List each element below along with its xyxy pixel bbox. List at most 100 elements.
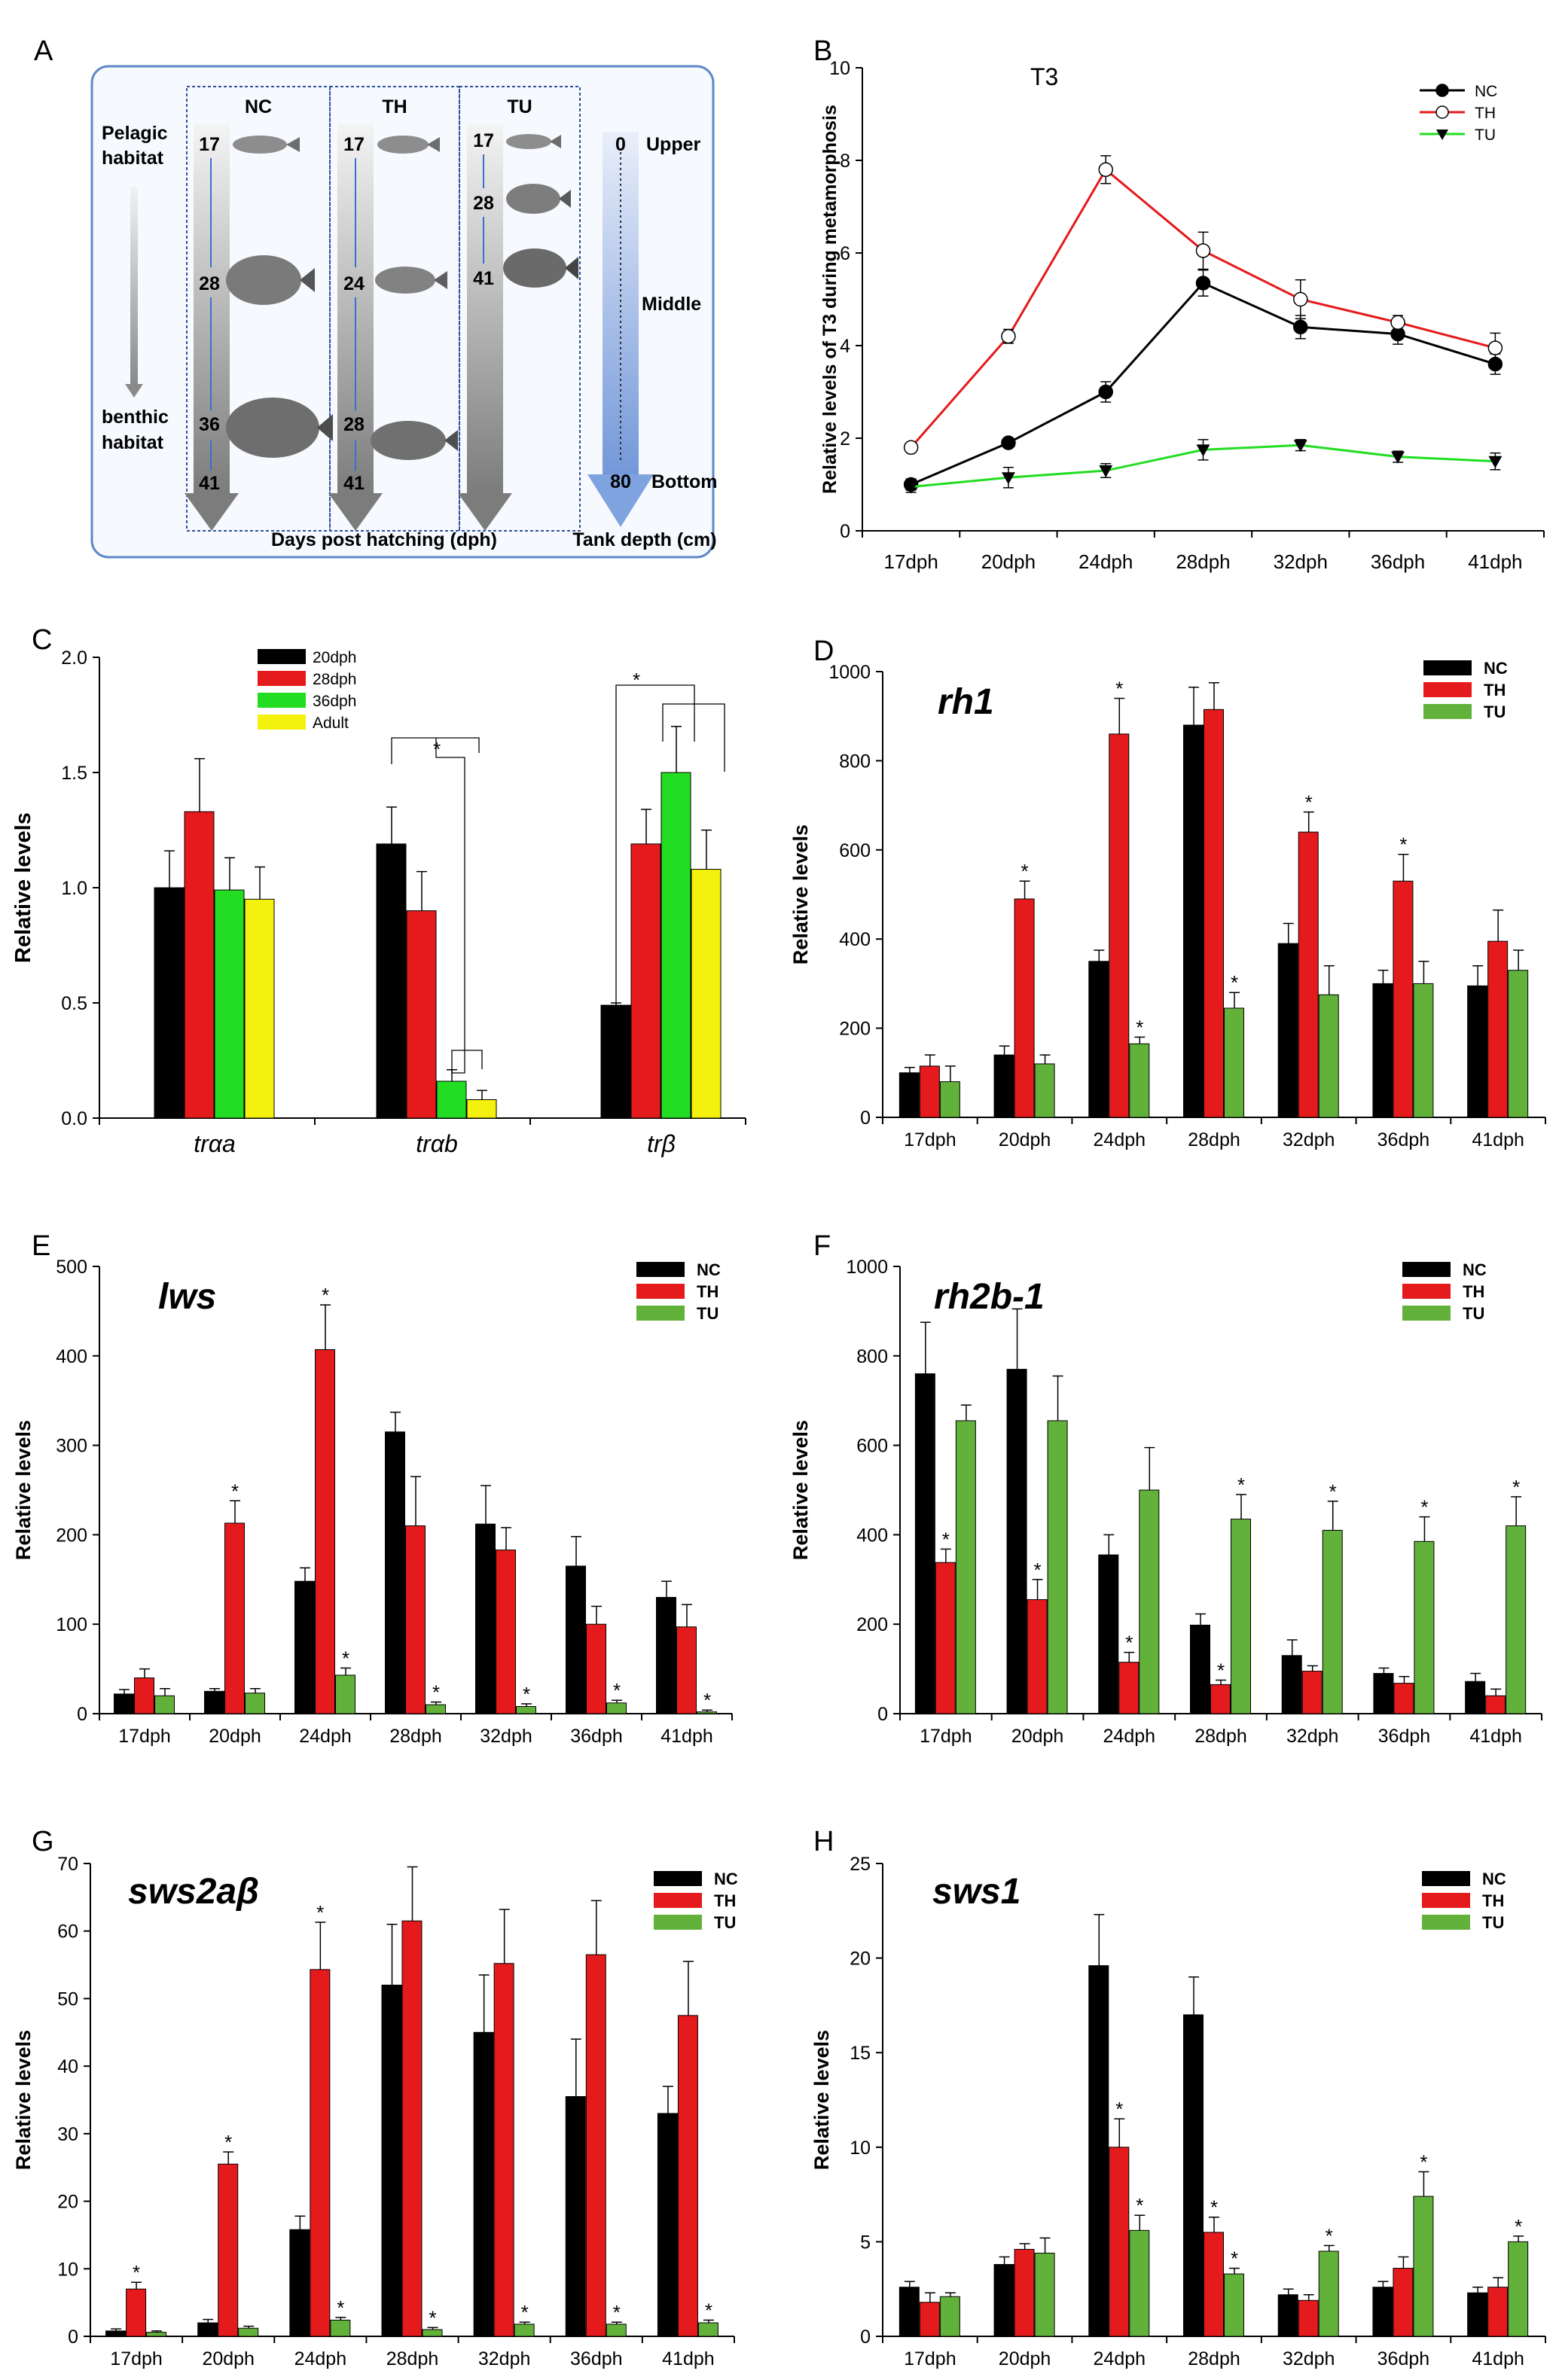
legend-label: TU [1475,126,1496,144]
significance-bracket [391,737,480,764]
th-day-label: 41 [343,473,365,494]
x-tick-label: 36dph [1371,550,1425,573]
x-tick-label: 32dph [1286,1726,1339,1747]
x-tick-label: 36dph [570,2348,623,2369]
x-tick-label: 28dph [1194,1726,1247,1747]
y-axis-label: Relative levels [789,824,812,964]
th-day-label: 28 [343,414,365,435]
y-tick-label: 4 [840,336,850,357]
bar [1098,1554,1119,1714]
y-tick-label: 0 [860,2327,871,2348]
x-tick-label: 36dph [1377,2348,1430,2369]
bar [677,2015,698,2337]
bar [294,1580,315,1714]
x-tick-label: 17dph [920,1726,972,1747]
x-tick-label: 20dph [1011,1726,1064,1747]
data-point [1001,472,1015,485]
significance-star: * [432,1681,440,1704]
significance-bracket [615,684,695,1041]
y-tick-label: 200 [56,1525,87,1546]
x-tick-label: 17dph [118,1726,171,1747]
bar [310,1969,331,2337]
data-point [904,481,918,494]
x-tick-label: 36dph [570,1726,623,1747]
bar [436,1080,467,1119]
significance-star: * [1326,2224,1333,2247]
y-tick-label: 100 [56,1614,87,1635]
significance-star: * [1237,1473,1245,1496]
significance-star: * [1115,678,1123,700]
bar [218,2163,239,2337]
chart-title: sws1 [932,1872,1021,1912]
y-tick-label: 2.0 [61,648,87,669]
legend-label: TU [697,1304,718,1323]
significance-star: * [1231,971,1238,994]
significance-star: * [316,1901,324,1924]
bar [197,2322,218,2337]
significance-star: * [1034,1559,1042,1581]
legend-swatch [1423,660,1472,675]
data-point [1001,435,1016,450]
depth-middle-label: Middle [642,294,701,315]
legend-label: 20dph [313,649,356,666]
y-tick-label: 10 [57,2259,78,2280]
bar [134,1677,154,1714]
habitat-gradient-bar [130,187,138,384]
bar [1413,2196,1434,2337]
legend-label: TU [1482,1913,1504,1932]
y-tick-label: 800 [839,751,871,772]
bar [496,1550,516,1714]
significance-star: * [1420,1496,1428,1519]
bar [1204,709,1224,1118]
data-point [1098,162,1113,178]
bar [939,2296,960,2337]
tu-day-label: 17 [473,130,494,151]
tu-day-label: 28 [473,193,494,214]
y-tick-label: 60 [57,1921,78,1943]
bar [1231,1519,1251,1714]
y-axis-label: Relative levels [12,1420,35,1560]
bar [898,2287,920,2337]
legend-swatch [258,671,306,686]
significance-star: * [521,2301,529,2324]
y-tick-label: 5 [860,2232,871,2253]
data-point [1098,384,1113,400]
legend-swatch [1423,682,1472,697]
bar [697,1711,717,1714]
th-group-label: TH [382,96,407,117]
legend-label: 28dph [313,671,356,688]
pelagic-label-line2: habitat [102,148,164,169]
chart-title: rh1 [938,682,994,722]
bar [154,887,185,1119]
bar [1006,1369,1027,1714]
bar [1139,1489,1160,1714]
bar [184,811,215,1119]
nc-day-label: 41 [199,473,220,494]
data-point [1293,291,1308,307]
bar [516,1705,536,1714]
significance-bracket [435,738,465,1074]
x-tick-label: 28dph [389,1726,442,1747]
fish-icon [226,255,315,305]
significance-star: * [322,1284,329,1306]
bar [422,2329,443,2337]
significance-star: * [1329,1480,1337,1503]
panel-letter: D [813,635,834,667]
bar [493,1963,514,2337]
bar [224,1522,245,1714]
bar [1014,898,1035,1118]
legend-swatch [636,1262,685,1277]
bar [1281,1655,1302,1714]
x-tick-label: 20dph [999,1129,1051,1150]
bar [993,2264,1014,2337]
bar [1298,831,1319,1118]
data-point [1293,440,1307,453]
panel-letter-a: A [34,35,53,67]
legend-swatch [1402,1284,1451,1299]
bar [935,1562,956,1714]
bar [697,2322,718,2337]
significance-star: * [1021,860,1029,882]
bar [114,1693,134,1714]
bar [473,2031,494,2337]
bar [919,1065,940,1118]
